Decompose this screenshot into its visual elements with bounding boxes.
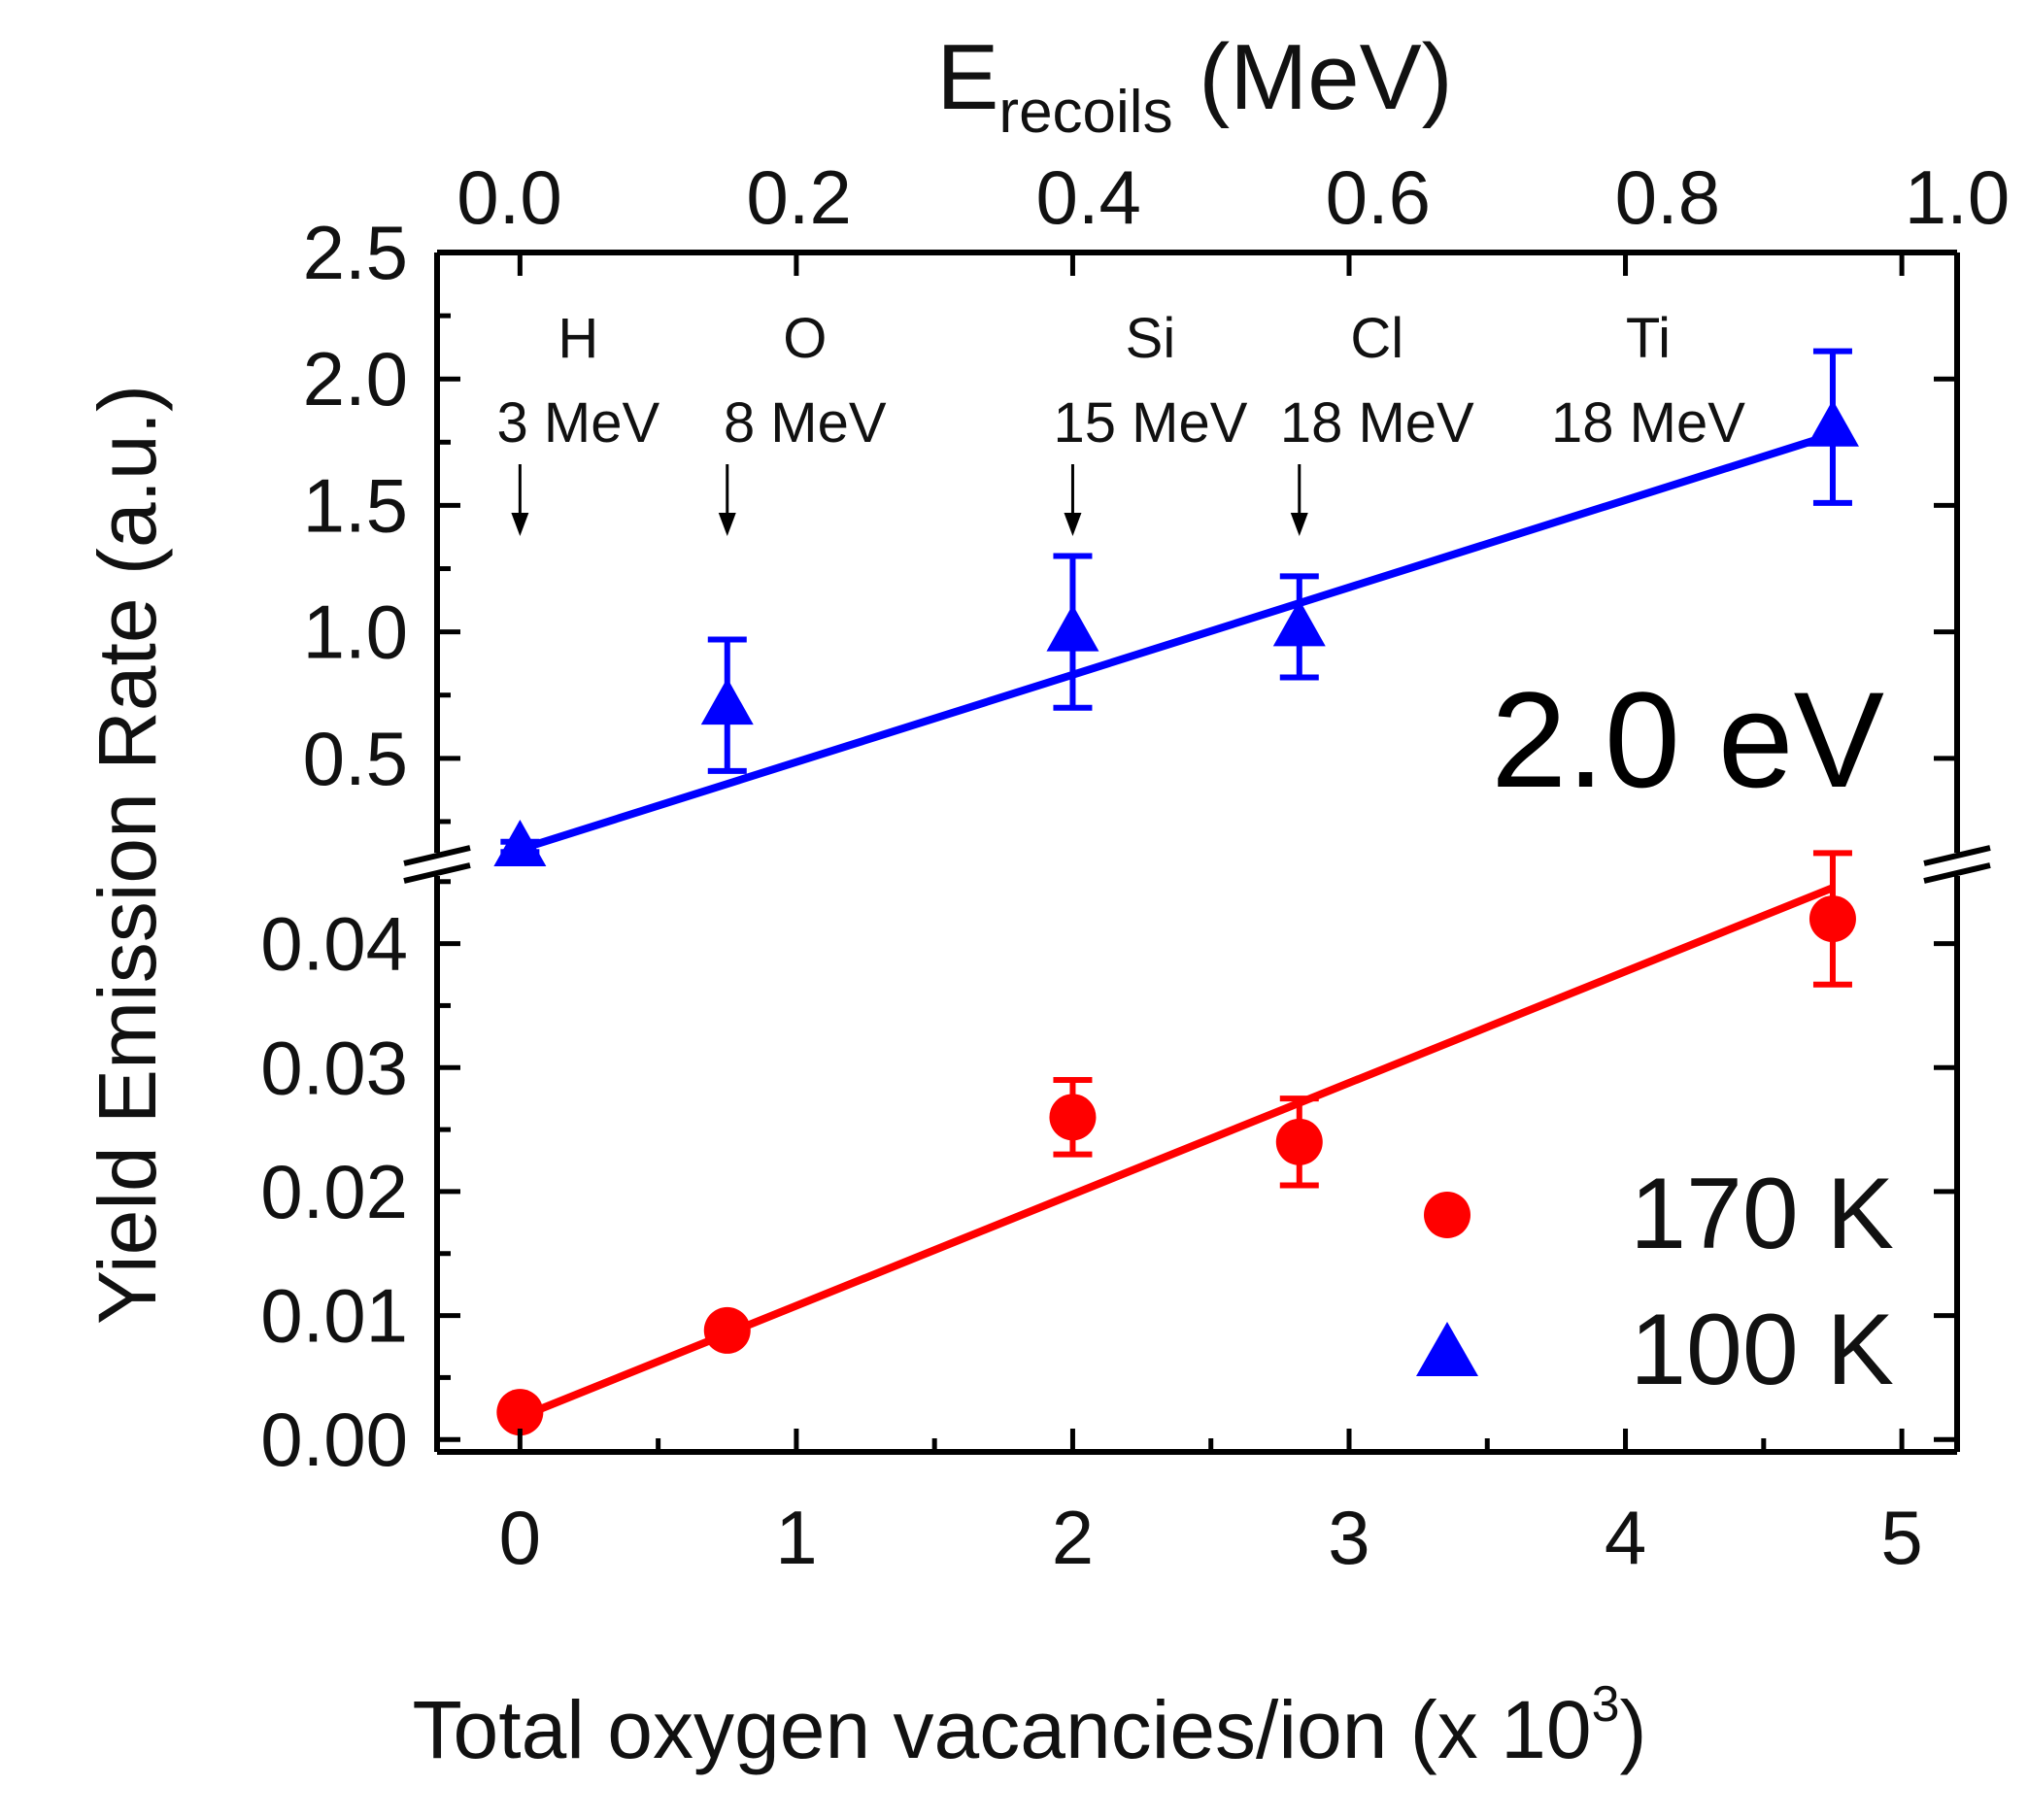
fit-line (519, 430, 1835, 854)
ion-energy-label: 18 MeV (1280, 391, 1474, 455)
y-lower-tick-label: 0.01 (260, 1273, 408, 1359)
legend-label: 100 K (1630, 1294, 1894, 1406)
axis-break-mark (1923, 845, 1991, 866)
data-point (493, 819, 547, 866)
ion-label: Cl (1350, 307, 1403, 370)
top-tick-label: 0.0 (456, 154, 561, 240)
data-point (1275, 1118, 1323, 1165)
ion-label: Si (1126, 307, 1176, 370)
ion-label: Ti (1626, 307, 1671, 370)
y-lower-tick-label: 0.00 (260, 1397, 408, 1482)
ion-energy-label: 15 MeV (1054, 391, 1248, 455)
ion-energy-label: 18 MeV (1551, 391, 1745, 455)
ion-arrow-head (1064, 513, 1082, 536)
top-tick-label: 1.0 (1905, 154, 2010, 240)
ion-label: H (558, 307, 598, 370)
y-lower-tick-label: 0.02 (260, 1149, 408, 1234)
top-tick-label: 0.8 (1615, 154, 1720, 240)
lower-panel (496, 850, 1856, 1436)
legend-label: 170 K (1630, 1158, 1894, 1270)
data-point (496, 1389, 544, 1436)
ion-arrow-head (511, 513, 529, 536)
data-point (700, 678, 754, 725)
legend-marker (1416, 1322, 1478, 1376)
top-tick-label: 0.4 (1035, 154, 1140, 240)
top-tick-label: 0.2 (746, 154, 851, 240)
ion-arrow-head (1290, 513, 1308, 536)
axis-break-mark (1923, 862, 1991, 884)
legend: 170 K 100 K (1416, 1158, 1894, 1406)
bottom-axis-title-close: ) (1619, 1684, 1646, 1775)
bottom-tick-label: 3 (1328, 1495, 1369, 1580)
bottom-tick-label: 4 (1605, 1495, 1646, 1580)
legend-marker (1424, 1192, 1470, 1238)
bottom-axis-title: Total oxygen vacancies/ion (x 103) (413, 1676, 1647, 1775)
y-upper-tick-label: 2.0 (303, 336, 408, 421)
data-point (1272, 599, 1326, 647)
ion-energy-label: 8 MeV (724, 391, 887, 455)
axis-break-mark (403, 845, 471, 866)
top-axis-title-main: E (936, 25, 998, 129)
y-upper-tick-label: 0.5 (303, 716, 408, 801)
bottom-tick-label: 1 (775, 1495, 817, 1580)
y-lower-tick-label: 0.04 (260, 901, 408, 987)
top-tick-label: 0.6 (1326, 154, 1431, 240)
top-axis-title-unit: (MeV) (1173, 25, 1453, 129)
bottom-tick-label: 2 (1052, 1495, 1094, 1580)
y-upper-tick-label: 2.5 (303, 210, 408, 295)
y-upper-tick-label: 1.0 (303, 590, 408, 675)
y-axis-title: Yield Emission Rate (a.u.) (82, 385, 173, 1325)
data-point (1049, 1094, 1097, 1141)
bottom-tick-label: 0 (499, 1495, 541, 1580)
energy-annotation: 2.0 eV (1491, 663, 1884, 816)
top-axis-title-sub: recoils (998, 79, 1172, 146)
bottom-axis-title-main: Total oxygen vacancies/ion (x 10 (413, 1684, 1592, 1775)
axes: 0 1 2 3 4 5 0.0 0.2 0.4 0.6 0.8 1.0 0.5 1.0 1.5 2.0 2.5 0… (260, 154, 2010, 1580)
data-point (1046, 604, 1099, 652)
bottom-tick-label: 5 (1880, 1495, 1922, 1580)
top-axis-title: Erecoils (MeV) (936, 25, 1452, 146)
data-point (703, 1306, 751, 1354)
ion-energy-label: 3 MeV (497, 391, 660, 455)
data-point (1808, 895, 1856, 943)
ion-arrow-head (718, 513, 736, 536)
bottom-axis-title-sup: 3 (1592, 1676, 1620, 1733)
ion-label: O (783, 307, 827, 370)
y-lower-tick-label: 0.03 (260, 1025, 408, 1110)
y-upper-tick-label: 1.5 (303, 462, 408, 548)
upper-panel: H 3 MeV O 8 MeV Si 15 MeV Cl 18 MeV Ti 18 MeV (493, 307, 1859, 866)
axis-break-mark (403, 862, 471, 884)
data-point (1806, 399, 1859, 447)
